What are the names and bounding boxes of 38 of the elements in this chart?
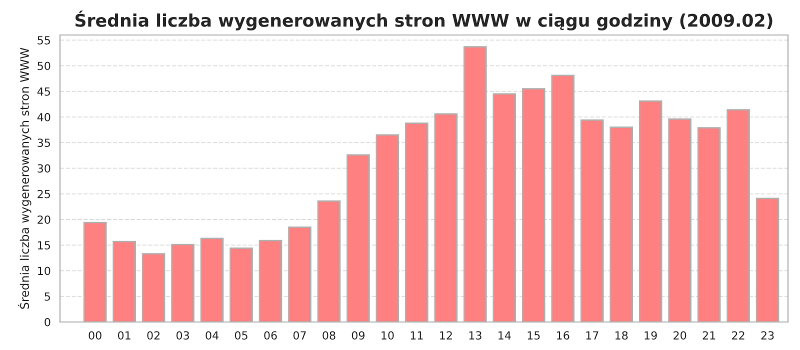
y-tick-label: 50 [38,62,50,70]
x-tick-label: 07 [293,331,306,340]
x-tick-label: 15 [528,331,540,340]
y-tick-label: 5 [44,292,50,301]
y-tick-label: 55 [38,36,50,45]
x-tick-label: 18 [616,331,628,340]
y-tick-label: 25 [38,190,50,198]
y-tick-label: 0 [44,318,50,326]
y-tick-label: 10 [38,266,50,276]
x-tick-label: 22 [732,331,744,340]
x-tick-label: 01 [118,331,130,340]
y-tick-label: 40 [37,112,50,122]
x-tick-label: 04 [206,331,218,340]
x-tick-label: 13 [469,331,482,340]
y-axis-title: Średnia liczba wygenerowanych stron WWW [18,48,32,309]
x-tick-label: 14 [498,331,511,340]
x-tick-label: 19 [644,331,657,340]
y-tick-label: 15 [38,241,50,250]
x-tick-label: 05 [234,331,248,340]
y-tick-label: 20 [38,215,50,224]
x-tick-label: 17 [586,331,598,340]
x-tick-label: 23 [761,331,774,340]
x-tick-label: 21 [702,331,716,340]
x-tick-label: 10 [382,331,394,340]
chart-title: Średnia liczba wygenerowanych stron WWW w ciągu godziny (2009.02) [75,10,772,30]
x-tick-label: 16 [557,331,570,340]
x-tick-label: 02 [147,331,160,340]
y-tick-label: 35 [38,138,50,148]
x-tick-label: 00 [88,331,102,340]
x-tick-label: 20 [674,331,686,340]
x-tick-label: 11 [410,331,423,340]
x-tick-label: 12 [440,331,452,340]
y-tick-label: 30 [38,164,50,173]
x-tick-label: 03 [176,331,189,340]
x-tick-label: 06 [264,331,277,340]
x-tick-label: 08 [322,331,336,340]
y-tick-label: 45 [37,87,50,96]
x-tick-label: 09 [352,331,365,340]
